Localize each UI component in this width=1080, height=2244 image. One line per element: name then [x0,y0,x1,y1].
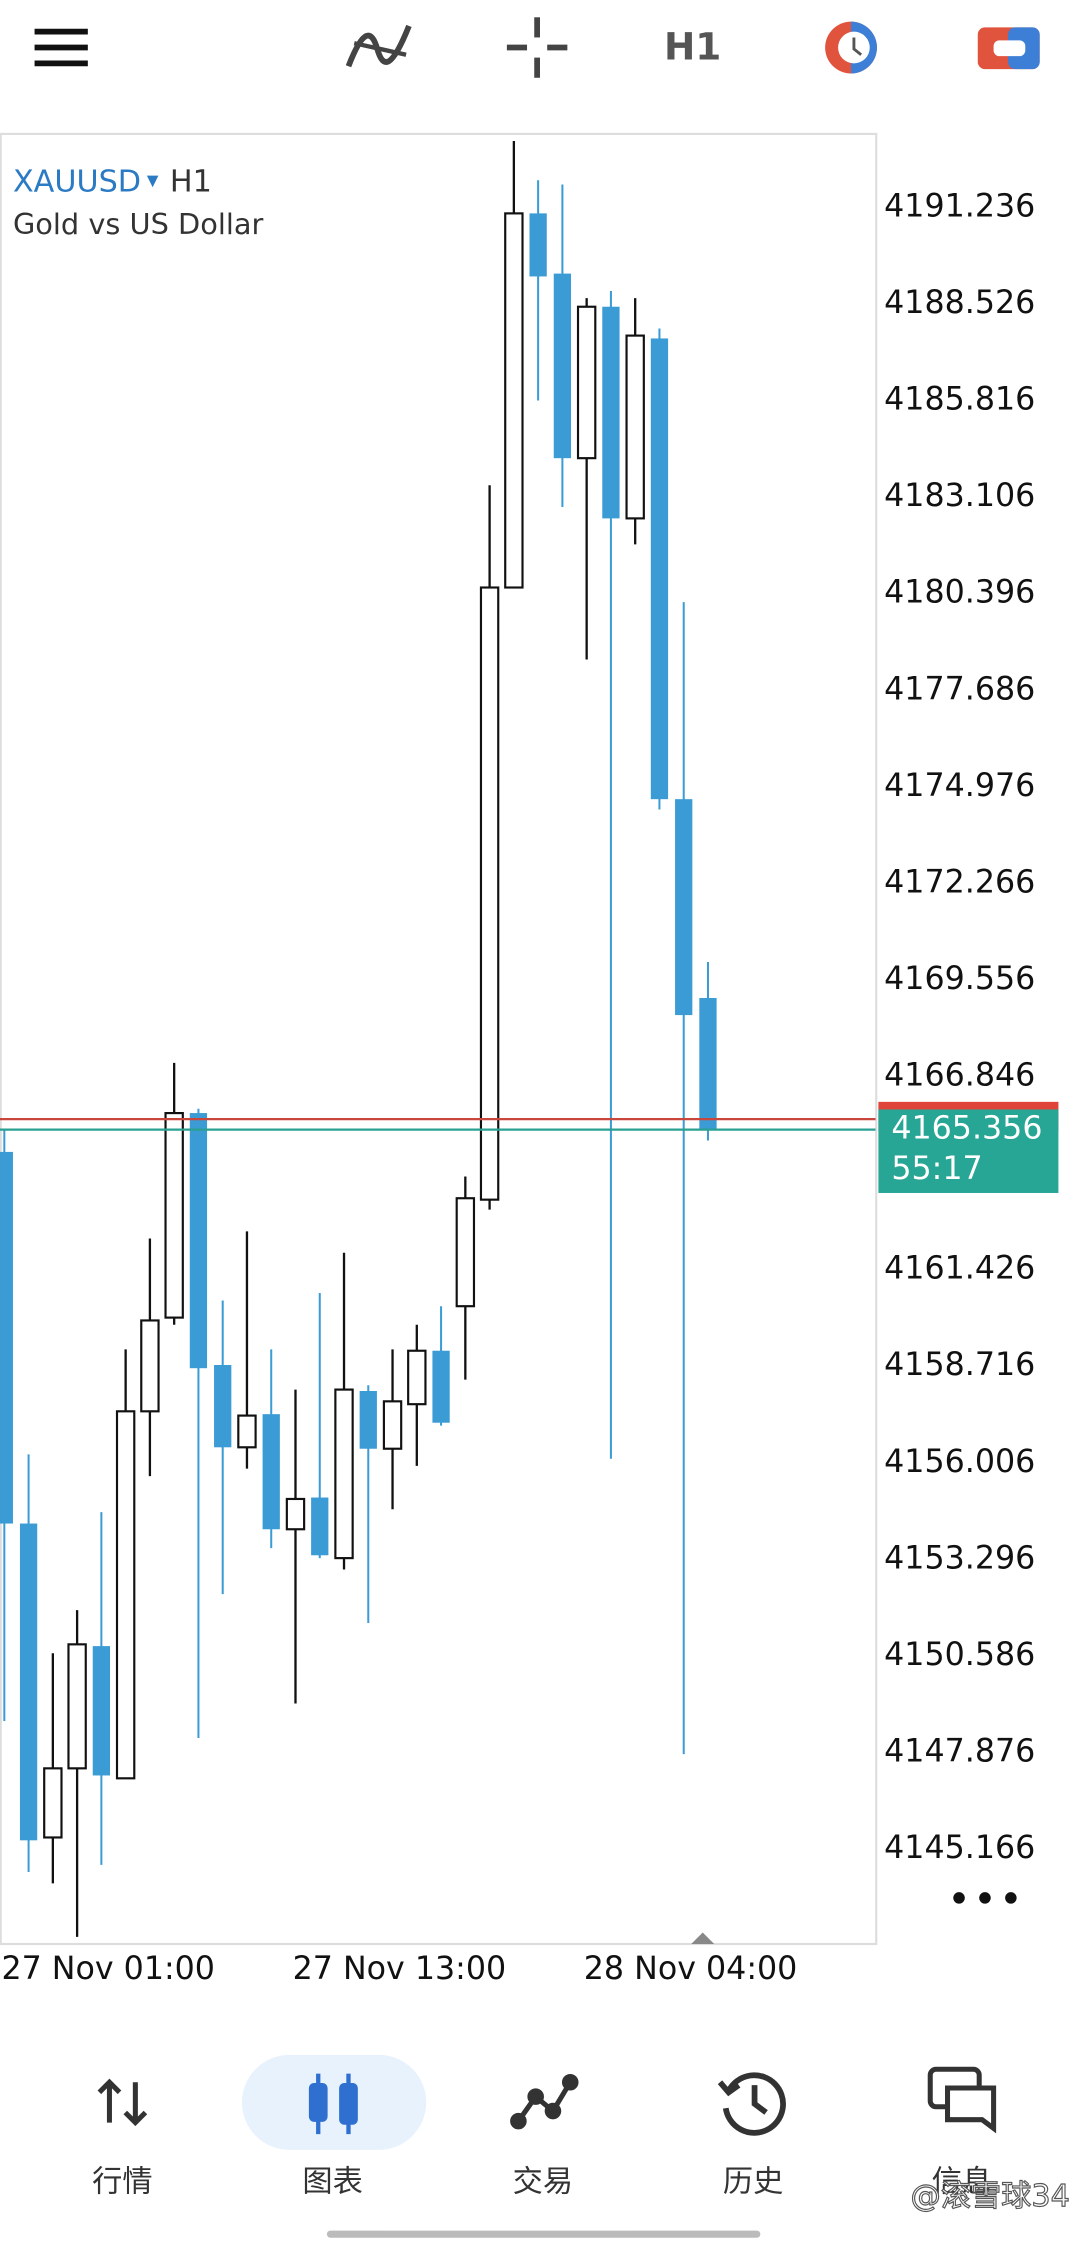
candles [0,141,717,1937]
y-tick-label: 4153.296 [884,1540,1035,1576]
candle-body [140,1319,160,1413]
y-tick-label: 4158.716 [884,1347,1035,1383]
timeframe-button[interactable]: H1 [664,24,721,68]
y-tick-label: 4174.976 [884,768,1035,804]
active-tab-highlight [241,2054,427,2150]
nav-label[interactable]: 图表 [302,2165,362,2200]
x-tick-label: 27 Nov 13:00 [293,1951,507,1987]
candle-body [529,213,547,277]
y-tick-label: 4191.236 [884,188,1035,224]
indicators-button[interactable] [345,24,412,68]
more-button[interactable] [953,1892,1017,1904]
candle-body [432,1350,450,1423]
candle-body [164,1111,184,1319]
candle-body [67,1643,87,1770]
candle-body [19,1523,38,1841]
trade-toggle[interactable] [977,27,1040,70]
candle-body [553,273,572,459]
y-tick-label: 4180.396 [884,575,1035,611]
candle-body [650,338,669,800]
y-tick-label: 4177.686 [884,671,1035,707]
bid-price-label: 4165.356 [891,1111,1042,1147]
messages-icon[interactable] [927,2066,997,2134]
candle-body [625,334,645,520]
watermark: @滚雪球34 [910,2179,1069,2214]
candle-body [189,1113,208,1369]
candle-body [504,212,524,589]
x-tick-label: 28 Nov 04:00 [584,1951,798,1987]
candle-body [334,1388,354,1560]
plot-frame [0,132,878,1946]
y-tick-label: 4185.816 [884,382,1035,418]
chart-timeframe: H1 [170,164,212,199]
candle-body [675,799,693,1016]
x-tick-label: 27 Nov 01:00 [1,1951,215,1987]
home-indicator [326,2230,761,2238]
y-tick-label: 4172.266 [884,864,1035,900]
nav-label[interactable]: 行情 [92,2165,152,2200]
candle-body [699,997,717,1130]
nav-label[interactable]: 历史 [723,2165,783,2200]
crosshair-button[interactable] [506,17,568,78]
candle-body [285,1497,306,1531]
y-tick-label: 4150.586 [884,1637,1035,1673]
candle-body [262,1414,280,1530]
y-tick-label: 4161.426 [884,1251,1035,1287]
trade-icon[interactable] [510,2073,579,2130]
y-tick-label: 4156.006 [884,1444,1035,1480]
menu-button[interactable] [34,28,88,67]
candle-body [92,1646,111,1776]
bid-label-bg [878,1109,1059,1193]
nav-label[interactable]: 交易 [513,2165,573,2200]
candle-body [311,1497,329,1556]
clock-button[interactable] [825,21,877,74]
bar-timer: 55:17 [891,1151,982,1187]
nav-label[interactable]: 信息 [932,2165,992,2200]
candle-body [237,1414,257,1449]
y-tick-label: 4166.846 [884,1058,1035,1094]
candle-body [455,1197,476,1308]
quotes-icon[interactable] [97,2078,148,2127]
candle-body [0,1151,13,1524]
candle-body [214,1364,232,1448]
y-tick-label: 4169.556 [884,961,1035,997]
candle-body [382,1400,403,1450]
candle-body [602,306,620,519]
chart-icon[interactable] [308,2073,358,2135]
symbol-description: Gold vs US Dollar [13,207,264,241]
scroll-marker [691,1932,715,1945]
candle-body [359,1391,377,1449]
y-tick-label: 4188.526 [884,285,1035,321]
y-tick-label: 4183.106 [884,478,1035,514]
symbol[interactable]: XAUUSD [13,164,141,199]
y-tick-label: 4145.166 [884,1830,1035,1866]
candle-body [576,305,597,460]
y-tick-label: 4147.876 [884,1733,1035,1769]
history-icon[interactable] [717,2072,786,2136]
candle-body [479,586,500,1201]
symbol-dropdown[interactable] [146,175,159,188]
candle-body [115,1410,136,1780]
candle-body [43,1767,63,1839]
candle-body [407,1349,427,1406]
